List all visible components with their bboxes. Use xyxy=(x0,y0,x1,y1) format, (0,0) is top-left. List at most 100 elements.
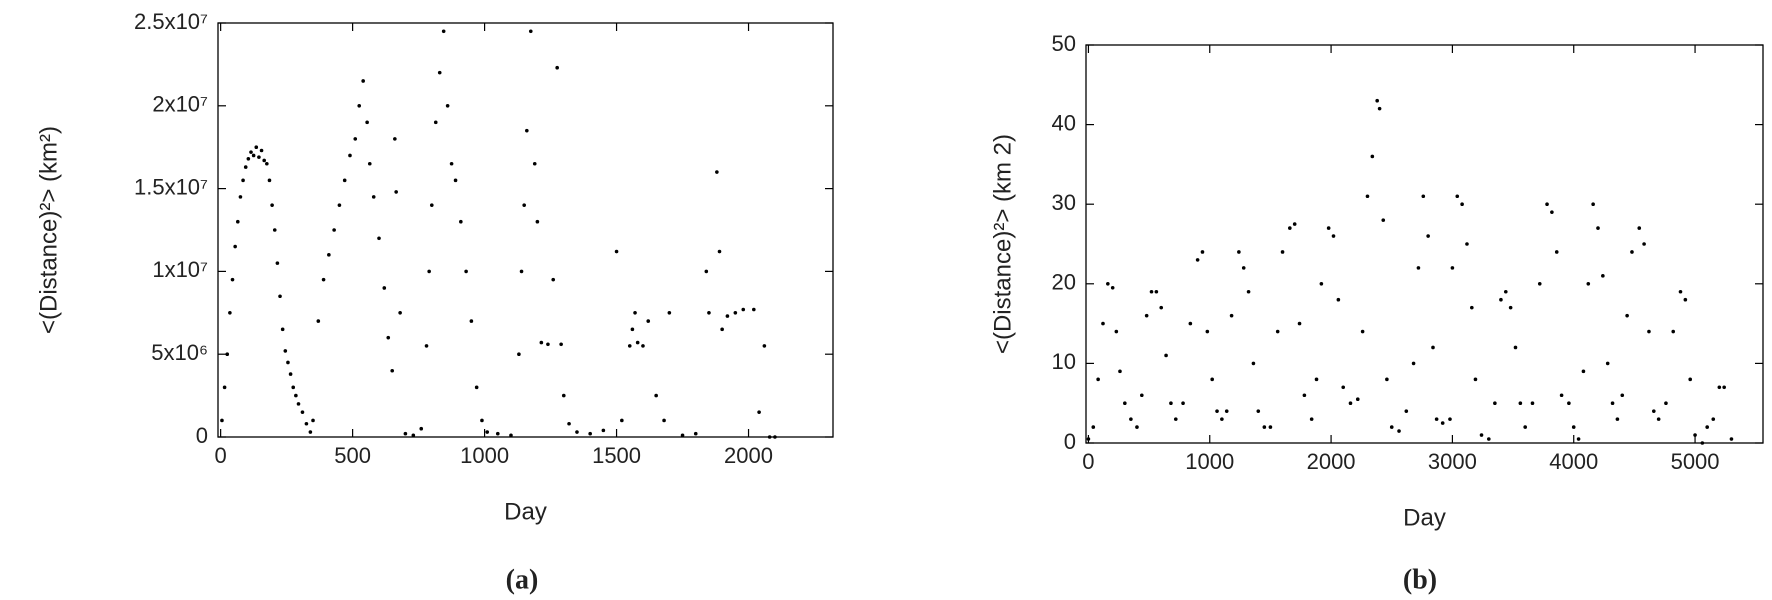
data-point xyxy=(522,203,526,207)
data-point xyxy=(1348,401,1353,406)
data-point xyxy=(480,418,484,423)
data-point xyxy=(704,269,709,274)
data-point xyxy=(382,286,387,290)
data-point xyxy=(715,170,719,174)
data-point xyxy=(1188,321,1193,326)
plot-frame xyxy=(217,22,834,438)
data-point xyxy=(1508,305,1513,310)
data-point xyxy=(1106,282,1110,286)
data-point xyxy=(733,311,738,315)
data-point xyxy=(1319,282,1324,286)
data-point xyxy=(601,428,606,433)
data-point xyxy=(532,161,537,166)
data-point xyxy=(1114,329,1119,334)
data-point xyxy=(437,70,442,75)
caption: (a) xyxy=(506,564,539,595)
data-point xyxy=(1559,393,1564,398)
data-point xyxy=(1144,313,1149,318)
data-point xyxy=(1292,222,1297,226)
data-point xyxy=(1567,401,1571,406)
x-tick-label: 4000 xyxy=(1549,449,1598,474)
data-point xyxy=(1586,282,1591,286)
data-point xyxy=(767,435,772,439)
data-point xyxy=(249,150,253,154)
data-point xyxy=(1154,289,1159,294)
data-point xyxy=(1181,401,1185,406)
data-point xyxy=(485,430,490,434)
data-point xyxy=(1581,369,1586,374)
data-point xyxy=(469,319,474,323)
data-point xyxy=(275,261,280,265)
data-point xyxy=(243,165,248,169)
data-point xyxy=(551,277,556,282)
data-point xyxy=(1523,425,1528,429)
data-point xyxy=(304,421,309,426)
data-point xyxy=(1571,425,1576,429)
data-point xyxy=(1256,409,1261,413)
data-point xyxy=(262,158,266,163)
data-point xyxy=(1596,226,1600,230)
data-point xyxy=(1537,282,1542,286)
data-point xyxy=(283,349,288,353)
data-point xyxy=(1331,234,1336,238)
data-point xyxy=(459,219,463,224)
data-point xyxy=(1195,258,1200,262)
data-point xyxy=(1385,377,1389,382)
data-point xyxy=(1164,353,1168,358)
data-point xyxy=(1375,98,1379,103)
data-point xyxy=(1450,266,1455,270)
data-point xyxy=(1664,401,1668,406)
data-point xyxy=(1173,417,1178,421)
data-point xyxy=(1465,242,1469,246)
data-point xyxy=(1118,369,1122,374)
data-point xyxy=(321,277,326,282)
data-point xyxy=(741,307,746,312)
caption: (b) xyxy=(1403,564,1437,595)
data-point xyxy=(1397,429,1401,433)
x-tick-label: 1000 xyxy=(460,443,509,468)
data-point xyxy=(1693,433,1697,437)
data-point xyxy=(1314,377,1319,382)
data-point xyxy=(495,431,500,436)
data-point xyxy=(1416,266,1421,270)
data-point xyxy=(1101,321,1105,326)
data-point xyxy=(1455,194,1460,199)
data-point xyxy=(1229,313,1234,318)
data-point xyxy=(1302,393,1307,398)
x-axis-label: Day xyxy=(504,498,547,525)
data-point xyxy=(546,342,550,347)
data-point xyxy=(1426,234,1430,238)
data-point xyxy=(1365,194,1370,199)
data-point xyxy=(280,327,285,332)
data-point xyxy=(1129,417,1133,421)
data-point xyxy=(588,431,592,436)
data-point xyxy=(1210,377,1214,382)
data-point xyxy=(1518,401,1523,406)
y-tick-label: 5x10⁶ xyxy=(151,340,208,365)
y-tick-label: 10 xyxy=(1052,349,1076,374)
data-point xyxy=(528,29,533,34)
data-point xyxy=(233,244,237,249)
data-point xyxy=(220,418,224,423)
data-point xyxy=(445,104,450,108)
data-point xyxy=(365,120,369,125)
data-point xyxy=(1470,305,1474,310)
plot-frame xyxy=(1085,44,1764,444)
data-point xyxy=(1381,218,1386,222)
data-point xyxy=(270,203,274,207)
data-point xyxy=(235,219,240,224)
data-point xyxy=(1671,329,1676,334)
data-point xyxy=(419,426,424,431)
data-point xyxy=(1355,397,1360,402)
data-point xyxy=(1717,385,1722,390)
data-point xyxy=(246,156,251,161)
data-point xyxy=(225,352,230,357)
y-axis-label: <(Distance)²> (km²) xyxy=(35,126,62,334)
data-point xyxy=(519,269,524,274)
y-tick-label: 2.5x10⁷ xyxy=(134,9,208,34)
data-point xyxy=(630,327,635,332)
data-point xyxy=(1460,202,1464,206)
data-point xyxy=(1647,329,1651,334)
data-point xyxy=(361,79,365,83)
